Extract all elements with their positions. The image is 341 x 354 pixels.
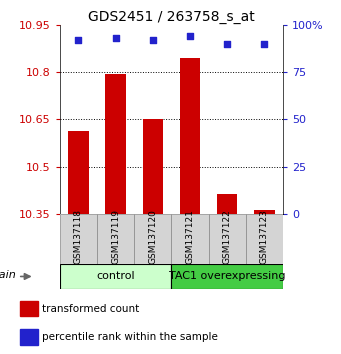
Point bbox=[224, 41, 230, 46]
Text: GSM137121: GSM137121 bbox=[186, 209, 194, 264]
Bar bbox=[68, 131, 89, 214]
Text: GSM137120: GSM137120 bbox=[148, 209, 157, 264]
Point bbox=[113, 35, 118, 41]
Bar bbox=[180, 58, 200, 214]
Bar bbox=[60, 264, 172, 289]
Title: GDS2451 / 263758_s_at: GDS2451 / 263758_s_at bbox=[88, 10, 255, 24]
Point bbox=[262, 41, 267, 46]
Bar bbox=[20, 329, 38, 345]
Bar bbox=[20, 301, 38, 316]
Bar bbox=[246, 214, 283, 264]
Bar bbox=[171, 264, 283, 289]
Bar bbox=[209, 214, 246, 264]
Point bbox=[150, 37, 155, 43]
Point bbox=[76, 37, 81, 43]
Text: GSM137118: GSM137118 bbox=[74, 209, 83, 264]
Bar bbox=[171, 214, 209, 264]
Bar bbox=[143, 120, 163, 214]
Text: control: control bbox=[96, 272, 135, 281]
Text: GSM137119: GSM137119 bbox=[111, 209, 120, 264]
Text: percentile rank within the sample: percentile rank within the sample bbox=[43, 332, 218, 342]
Bar bbox=[97, 214, 134, 264]
Bar bbox=[105, 74, 126, 214]
Bar bbox=[254, 210, 275, 214]
Point bbox=[187, 33, 193, 39]
Text: TAC1 overexpressing: TAC1 overexpressing bbox=[169, 272, 285, 281]
Bar bbox=[134, 214, 171, 264]
Text: strain: strain bbox=[0, 269, 17, 280]
Text: GSM137122: GSM137122 bbox=[223, 209, 232, 264]
Text: transformed count: transformed count bbox=[43, 303, 140, 314]
Bar bbox=[217, 194, 237, 214]
Text: GSM137123: GSM137123 bbox=[260, 209, 269, 264]
Bar bbox=[60, 214, 97, 264]
